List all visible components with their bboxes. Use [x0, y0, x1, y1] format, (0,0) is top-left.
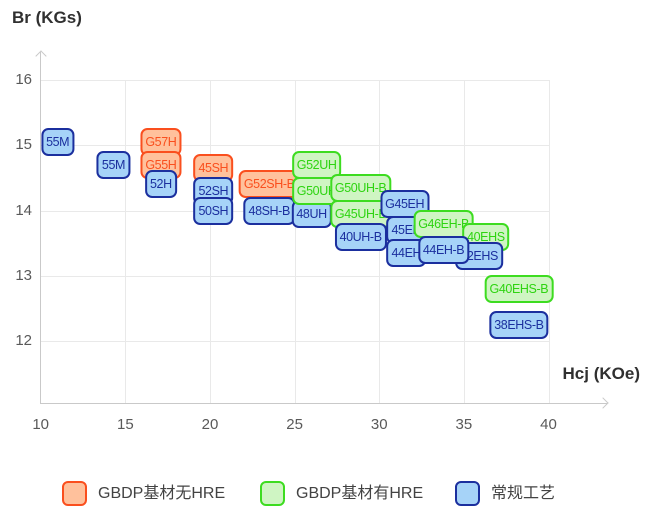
x-axis-arrow-icon: [597, 397, 609, 409]
legend-label-orange: GBDP基材无HRE: [98, 485, 226, 502]
x-tick-label-20: 20: [201, 416, 219, 433]
grade-box-G52SH-B[interactable]: G52SH-B: [238, 170, 300, 199]
y-tick-label-12: 12: [15, 332, 32, 350]
v-gridline-15: [125, 79, 127, 403]
v-gridline-25: [294, 79, 296, 403]
x-tick-label-40: 40: [540, 416, 557, 433]
x-tick-label-30: 30: [370, 416, 388, 433]
y-tick-label-16: 16: [15, 70, 32, 88]
grade-box-55M[interactable]: 55M: [96, 150, 131, 179]
legend-item-green[interactable]: GBDP基材有HRE: [260, 481, 423, 506]
y-tick-label-15: 15: [15, 136, 32, 154]
grade-box-55M[interactable]: 55M: [41, 127, 75, 156]
grade-box-38EHS-B[interactable]: 38EHS-B: [489, 311, 549, 340]
grade-box-48SH-B[interactable]: 48SH-B: [243, 196, 295, 225]
legend-swatch-green-icon: [260, 481, 285, 506]
y-axis-arrow-icon: [35, 50, 47, 62]
y-axis-title: Br (KGs): [12, 8, 82, 27]
y-tick-label-13: 13: [15, 267, 32, 284]
legend-swatch-orange-icon: [62, 481, 87, 506]
grade-box-G40EHS-B[interactable]: G40EHS-B: [484, 275, 554, 304]
y-tick-label-14: 14: [15, 201, 32, 219]
legend-item-blue[interactable]: 常规工艺: [455, 481, 555, 506]
x-axis-title: Hcj (KOe): [562, 364, 640, 383]
v-gridline-20: [209, 79, 211, 403]
legend: GBDP基材无HRE GBDP基材有HRE 常规工艺: [0, 481, 645, 507]
grade-box-52H[interactable]: 52H: [145, 170, 177, 199]
y-axis-line: [40, 52, 41, 403]
grade-box-40UH-B[interactable]: 40UH-B: [334, 222, 387, 251]
x-tick-label-15: 15: [116, 416, 134, 433]
legend-label-green: GBDP基材有HRE: [296, 485, 424, 502]
legend-item-orange[interactable]: GBDP基材无HRE: [62, 481, 225, 506]
legend-label-blue: 常规工艺: [491, 485, 556, 502]
x-tick-label-10: 10: [32, 416, 50, 433]
grade-box-42EHS[interactable]: 42EHS: [455, 242, 503, 271]
x-tick-label-25: 25: [286, 416, 303, 433]
x-tick-label-35: 35: [455, 416, 473, 433]
grade-box-50SH[interactable]: 50SH: [193, 196, 234, 225]
grade-box-44EH-B[interactable]: 44EH-B: [417, 235, 470, 264]
v-gridline-40: [548, 79, 550, 403]
x-axis-line: [40, 403, 607, 404]
legend-swatch-blue-icon: [455, 481, 480, 506]
